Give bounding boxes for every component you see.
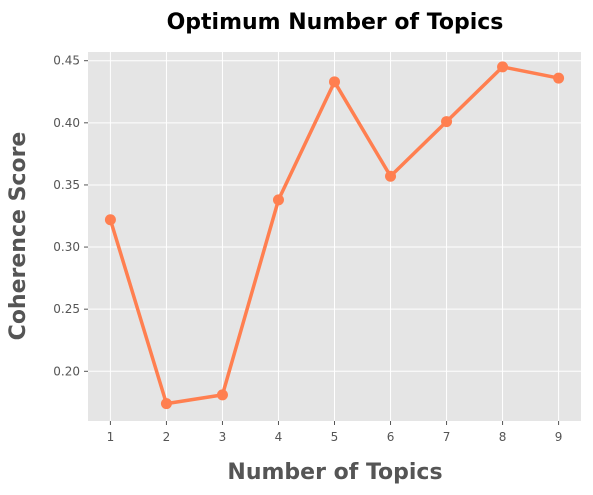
y-axis-label: Coherence Score [6,132,31,341]
grid-lines [88,52,581,421]
x-tick-label: 8 [499,430,507,444]
y-tick-label: 0.20 [53,364,80,378]
data-point [385,170,397,182]
data-point [104,214,116,226]
data-point [441,116,453,128]
x-tick-label: 5 [331,430,339,444]
y-tick-label: 0.30 [53,240,80,254]
chart-title: Optimum Number of Topics [167,10,504,35]
data-point [553,72,565,84]
y-tick-label: 0.45 [53,54,80,68]
x-axis-label: Number of Topics [227,460,442,485]
y-tick-label: 0.25 [53,302,80,316]
data-point [272,194,284,206]
x-tick-label: 1 [107,430,115,444]
x-tick-label: 3 [219,430,227,444]
x-tick-label: 6 [387,430,395,444]
y-tick-label: 0.40 [53,116,80,130]
y-tick-label: 0.35 [53,178,80,192]
data-point [329,76,340,88]
axis-ticks: 1 2 3 4 5 6 7 8 9 0.20 0.25 0.30 0.35 0.40 0.45 [53,54,562,444]
data-point [497,61,509,73]
x-tick-label: 9 [555,430,563,444]
series-layer [104,61,565,410]
x-tick-label: 7 [443,430,451,444]
x-tick-label: 4 [275,430,283,444]
data-point [160,398,172,410]
x-tick-label: 2 [163,430,171,444]
data-point [216,389,228,401]
